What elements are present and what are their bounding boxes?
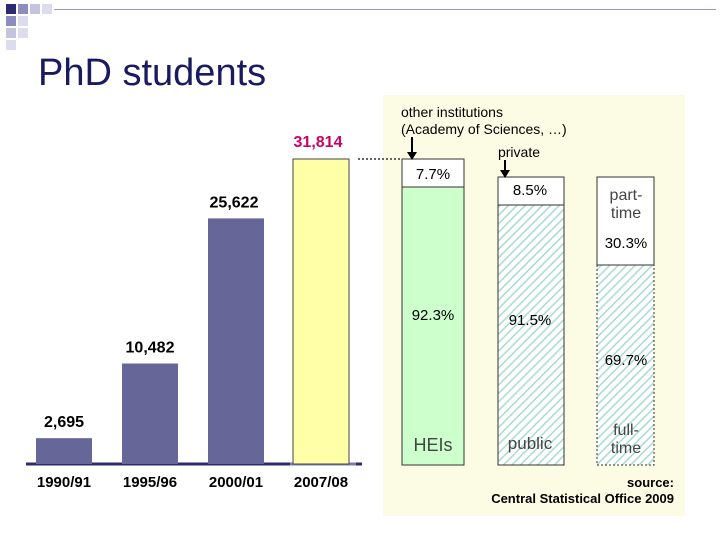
parttime-label-line2: time: [611, 205, 641, 222]
left-bar-chart: 2,695 10,482 25,622 31,814 1990/91 1995/…: [26, 134, 402, 491]
corner-square-2: [18, 4, 28, 14]
corner-square-7: [6, 28, 16, 38]
public-label: public: [508, 434, 553, 453]
source-label-line2: Central Statistical Office 2009: [491, 491, 674, 506]
category-label-2000-01: 2000/01: [209, 474, 263, 491]
value-label-2000-01: 25,622: [210, 194, 259, 211]
arrow-private-head: [500, 170, 510, 178]
other-institutions-label-line1: other institutions: [401, 104, 503, 120]
bar-1990-91: [36, 438, 92, 464]
parttime-label-line1: part-: [610, 187, 643, 204]
pct-parttime-30-3: 30.3%: [605, 235, 648, 252]
pct-hei-92-3: 92.3%: [412, 307, 455, 324]
seg-part-time: [596, 176, 655, 266]
arrow-other-head: [407, 152, 417, 160]
bar-1995-96: [122, 363, 178, 464]
slide-title: PhD students: [38, 52, 267, 94]
pct-private-8-5: 8.5%: [513, 182, 547, 199]
private-label: private: [498, 144, 540, 160]
fulltime-label-line2: time: [611, 440, 641, 457]
seg-private: [497, 176, 565, 206]
corner-square-1: [6, 4, 16, 14]
pct-other-7-7: 7.7%: [416, 166, 450, 183]
category-label-1990-91: 1990/91: [37, 474, 91, 491]
category-label-1995-96: 1995/96: [123, 474, 177, 491]
fulltime-label-line1: full-: [613, 422, 639, 439]
corner-square-8: [18, 28, 28, 38]
seg-public: [497, 204, 565, 466]
source-label-line1: source:: [627, 475, 674, 490]
corner-square-6: [18, 16, 28, 26]
value-label-2007-08: 31,814: [294, 134, 343, 151]
hei-label: HEIs: [413, 435, 452, 455]
pct-fulltime-69-7: 69.7%: [605, 352, 648, 369]
bar-2007-08: [292, 158, 350, 465]
stacked-breakdown-chart: other institutions (Academy of Sciences,…: [401, 104, 674, 506]
corner-square-4: [42, 4, 52, 14]
corner-square-9: [6, 40, 16, 50]
title-rule: [54, 9, 716, 10]
seg-other-institutions: [401, 158, 465, 188]
bar-2000-01: [208, 218, 264, 464]
corner-square-5: [6, 16, 16, 26]
seg-hei: [401, 186, 465, 466]
other-institutions-label-line2: (Academy of Sciences, …): [401, 121, 567, 137]
corner-square-3: [30, 4, 40, 14]
value-label-1990-91: 2,695: [44, 414, 84, 431]
category-label-2007-08: 2007/08: [294, 474, 348, 491]
pct-public-91-5: 91.5%: [509, 312, 552, 329]
value-label-1995-96: 10,482: [126, 340, 175, 357]
